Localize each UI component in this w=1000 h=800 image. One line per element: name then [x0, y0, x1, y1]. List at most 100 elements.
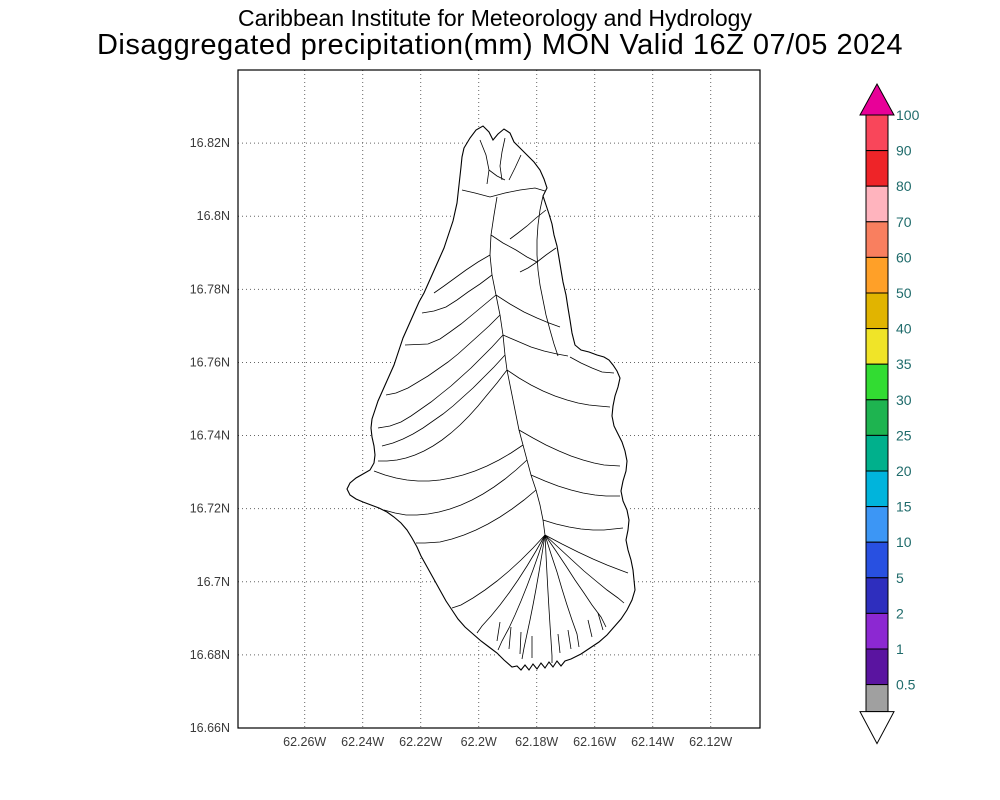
lon-tick-label: 62.2W — [461, 735, 497, 749]
lat-tick-label: 16.74N — [190, 429, 230, 443]
colorbar-label: 10 — [896, 534, 912, 550]
lat-tick-label: 16.76N — [190, 355, 230, 369]
stream-line — [495, 294, 561, 328]
colorbar-label: 5 — [896, 570, 904, 586]
colorbar-band — [865, 612, 889, 650]
colorbar-band — [865, 328, 889, 365]
stream-line — [544, 534, 580, 648]
stream-line — [416, 489, 537, 544]
stream-line — [544, 534, 553, 663]
colorbar-label: 50 — [896, 285, 912, 301]
stream-line — [479, 139, 490, 185]
stream-line — [508, 626, 512, 650]
stream-line — [497, 534, 546, 651]
lat-tick-label: 16.82N — [190, 136, 230, 150]
stream-line — [421, 274, 493, 314]
colorbar-band — [865, 470, 889, 508]
title-product: Disaggregated precipitation(mm) MON Vali… — [96, 29, 903, 61]
stream-line — [451, 534, 546, 609]
lat-tick-label: 16.68N — [190, 648, 230, 662]
stream-line — [519, 631, 522, 655]
lat-tick-label: 16.78N — [190, 282, 230, 296]
lon-tick-label: 62.16W — [573, 735, 616, 749]
colorbar-band — [865, 684, 889, 713]
axis-tick-labels: 62.26W 62.24W 62.22W 62.2W 62.18W 62.16W 62.14… — [190, 136, 733, 749]
stream-line — [373, 444, 524, 482]
stream-line — [521, 534, 546, 660]
colorbar-band — [865, 221, 889, 258]
colorbar-label: 20 — [896, 463, 912, 479]
stream-line — [508, 154, 522, 181]
colorbar-legend: 100 90 80 70 60 50 40 35 30 25 20 15 10 5 2 1 0.5 — [859, 82, 920, 745]
stream-line — [544, 534, 607, 628]
stream-line — [433, 254, 491, 294]
colorbar-label: 60 — [896, 249, 912, 265]
stream-line — [385, 314, 501, 396]
colorbar-band — [865, 363, 889, 401]
colorbar-band — [865, 434, 889, 472]
stream-line — [557, 633, 561, 654]
map-border — [237, 69, 761, 729]
stream-line — [518, 429, 621, 467]
colorbar-label: 2 — [896, 605, 904, 621]
colorbar-band — [865, 399, 889, 436]
title-institution: Caribbean Institute for Meteorology and … — [238, 5, 752, 31]
island-drainage-map — [346, 125, 636, 671]
stream-line — [499, 137, 506, 181]
stream-line — [587, 619, 593, 638]
colorbar-band — [865, 114, 889, 152]
lat-tick-label: 16.72N — [190, 502, 230, 516]
lon-tick-label: 62.26W — [283, 735, 326, 749]
stream-line — [544, 534, 625, 604]
lat-tick-label: 16.8N — [197, 209, 230, 223]
lon-tick-label: 62.18W — [515, 735, 558, 749]
stream-line — [567, 629, 572, 650]
colorbar-band — [865, 648, 889, 686]
lat-tick-label: 16.66N — [190, 721, 230, 735]
colorbar-label: 40 — [896, 321, 912, 337]
stream-line — [569, 356, 615, 374]
stream-line — [377, 334, 504, 429]
colorbar-band — [865, 577, 889, 614]
stream-line — [506, 369, 546, 536]
colorbar-band — [865, 150, 889, 187]
colorbar-label: 80 — [896, 178, 912, 194]
stream-line — [378, 369, 508, 462]
stream-line — [488, 169, 506, 181]
colorbar-band — [865, 256, 889, 294]
stream-line — [489, 196, 508, 371]
island-outline — [346, 125, 636, 671]
colorbar-label: 90 — [896, 143, 912, 159]
colorbar-band — [865, 541, 889, 579]
map-frame — [237, 69, 761, 729]
stream-line — [383, 459, 528, 516]
stream-line — [490, 234, 538, 263]
stream-line — [509, 209, 547, 240]
colorbar-label: 25 — [896, 427, 912, 443]
colorbar-label: 0.5 — [896, 677, 916, 693]
stream-line — [381, 354, 506, 447]
stream-line — [496, 621, 501, 642]
colorbar-band — [865, 292, 889, 330]
colorbar-label: 70 — [896, 214, 912, 230]
stream-line — [502, 334, 569, 357]
stream-line — [544, 534, 629, 574]
colorbar-bottom-arrow — [859, 711, 895, 745]
colorbar-label: 1 — [896, 641, 904, 657]
stream-line — [461, 187, 546, 198]
colorbar-band — [865, 185, 889, 223]
lon-tick-label: 62.24W — [341, 735, 384, 749]
lat-tick-label: 16.7N — [197, 575, 230, 589]
stream-line — [530, 474, 620, 497]
colorbar-label: 30 — [896, 392, 912, 408]
colorbar-label: 35 — [896, 356, 912, 372]
stream-line — [404, 294, 497, 346]
colorbar-label: 100 — [896, 107, 920, 123]
colorbar-top-arrow — [859, 82, 895, 116]
lon-tick-label: 62.12W — [689, 735, 732, 749]
stream-line — [476, 534, 546, 634]
stream-line — [597, 612, 604, 631]
lon-tick-label: 62.14W — [631, 735, 674, 749]
